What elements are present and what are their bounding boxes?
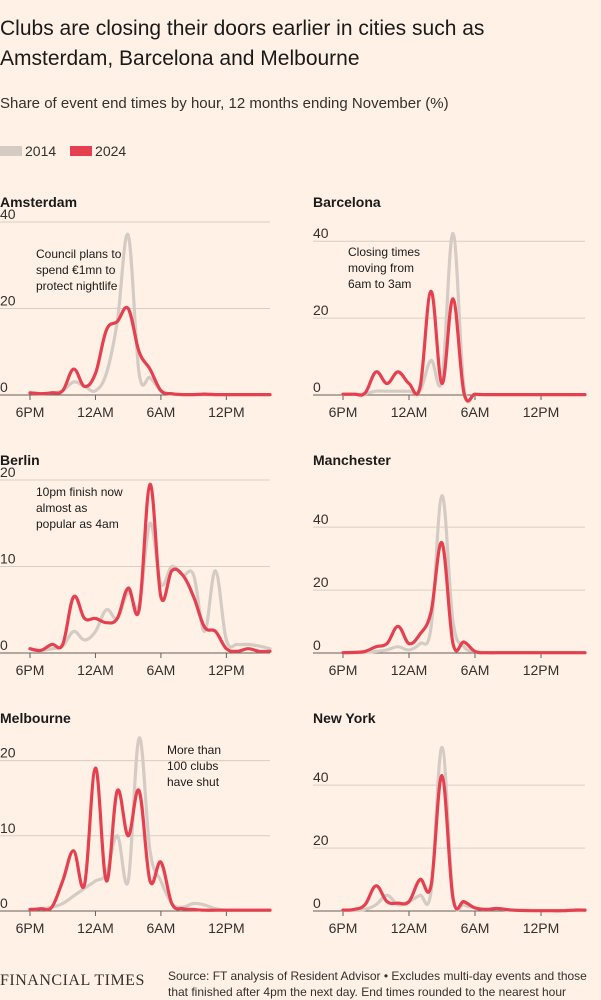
annotation-line: 100 clubs <box>167 759 218 773</box>
annotation-line: almost as <box>36 501 87 515</box>
y-tick-label: 10 <box>0 551 16 567</box>
x-tick-label: 12AM <box>391 662 428 678</box>
annotation-line: 10pm finish now <box>36 485 123 499</box>
x-tick-label: 6PM <box>16 920 45 936</box>
annotation-line: More than <box>167 743 221 757</box>
series-line-2024 <box>28 766 272 912</box>
annotation-line: Council plans to <box>36 247 122 261</box>
y-tick-label: 0 <box>0 637 8 653</box>
legend-item-2024: 2024 <box>70 143 126 159</box>
legend-item-2014: 2014 <box>0 143 56 159</box>
x-tick-label: 6PM <box>329 404 358 420</box>
panel-melbourne: Melbourne 0 10 20 6PM 12AM 6AM 12PM More than 100… <box>0 710 272 936</box>
series-line-2024 <box>341 289 587 403</box>
annotation-line: Closing times <box>348 245 420 259</box>
x-tick-label: 6AM <box>461 662 490 678</box>
ft-logo: FINANCIAL TIMES <box>0 972 145 989</box>
series-line-2014 <box>28 521 272 652</box>
y-tick-label: 0 <box>313 895 321 911</box>
annotation-line: popular as 4am <box>36 517 119 531</box>
city-label-manchester: Manchester <box>313 452 391 468</box>
panel-new-york: New York 0 20 40 6PM 12AM 6AM 12PM <box>313 710 587 936</box>
annotation-line: moving from <box>348 261 414 275</box>
x-tick-label: 12AM <box>77 662 114 678</box>
x-tick-label: 12AM <box>77 920 114 936</box>
annotation-line: protect nightlife <box>36 279 118 293</box>
x-tick-label: 6PM <box>329 662 358 678</box>
legend-label-2014: 2014 <box>25 143 57 159</box>
y-tick-label: 0 <box>313 379 321 395</box>
y-tick-label: 0 <box>0 379 8 395</box>
panel-berlin: Berlin 0 10 20 6PM 12AM 6AM 12PM 10pm finish now… <box>0 452 272 678</box>
x-tick-label: 6AM <box>461 920 490 936</box>
city-label-melbourne: Melbourne <box>0 710 71 726</box>
legend-label-2024: 2024 <box>95 143 127 159</box>
x-tick-label: 6PM <box>16 404 45 420</box>
y-tick-label: 40 <box>313 225 329 241</box>
city-label-barcelona: Barcelona <box>313 194 381 210</box>
panel-barcelona: Barcelona 0 20 40 6PM 12AM 6AM 12PM Closing time… <box>313 194 587 420</box>
series-line-2024 <box>28 482 272 654</box>
panel-amsterdam: Amsterdam 0 20 40 6PM 12AM 6AM 12PM Council plan… <box>0 194 272 420</box>
x-tick-label: 12AM <box>391 920 428 936</box>
y-tick-label: 20 <box>313 832 329 848</box>
source-note: Source: FT analysis of Resident Advisor … <box>168 969 587 999</box>
y-tick-label: 10 <box>0 820 16 836</box>
x-tick-label: 6PM <box>329 920 358 936</box>
chart-title: Clubs are closing their doors earlier in… <box>0 17 485 70</box>
y-tick-label: 20 <box>0 293 16 309</box>
annotation-line: spend €1mn to <box>36 263 116 277</box>
x-tick-label: 6AM <box>461 404 490 420</box>
y-tick-label: 20 <box>0 464 16 480</box>
x-tick-label: 12AM <box>77 404 114 420</box>
x-tick-label: 12PM <box>523 662 560 678</box>
y-tick-label: 20 <box>0 745 16 761</box>
legend: 2014 2024 <box>0 143 136 159</box>
y-tick-label: 40 <box>0 206 16 222</box>
y-tick-label: 20 <box>313 302 329 318</box>
y-tick-label: 0 <box>313 637 321 653</box>
legend-swatch-2014 <box>0 146 22 156</box>
x-tick-label: 12AM <box>391 404 428 420</box>
x-tick-label: 12PM <box>523 404 560 420</box>
annotation-line: 6am to 3am <box>348 277 411 291</box>
x-tick-label: 6AM <box>147 404 176 420</box>
city-label-new-york: New York <box>313 710 376 726</box>
chart-subtitle: Share of event end times by hour, 12 mon… <box>0 95 449 112</box>
legend-swatch-2024 <box>70 146 93 156</box>
series-line-2024 <box>341 541 587 655</box>
y-tick-label: 0 <box>0 895 8 911</box>
x-tick-label: 12PM <box>208 920 245 936</box>
city-label-amsterdam: Amsterdam <box>0 194 77 210</box>
annotation-line: have shut <box>167 775 220 789</box>
x-tick-label: 6AM <box>147 920 176 936</box>
x-tick-label: 12PM <box>208 662 245 678</box>
y-tick-label: 40 <box>313 769 329 785</box>
series-line-2014 <box>341 494 587 655</box>
panel-manchester: Manchester 0 20 40 6PM 12AM 6AM 12PM <box>313 452 587 678</box>
y-tick-label: 40 <box>313 511 329 527</box>
city-label-berlin: Berlin <box>0 452 40 468</box>
y-tick-label: 20 <box>313 574 329 590</box>
x-tick-label: 6AM <box>147 662 176 678</box>
x-tick-label: 6PM <box>16 662 45 678</box>
x-tick-label: 12PM <box>208 404 245 420</box>
x-tick-label: 12PM <box>523 920 560 936</box>
series-line-2024 <box>28 305 272 397</box>
series-line-2024 <box>341 774 587 913</box>
